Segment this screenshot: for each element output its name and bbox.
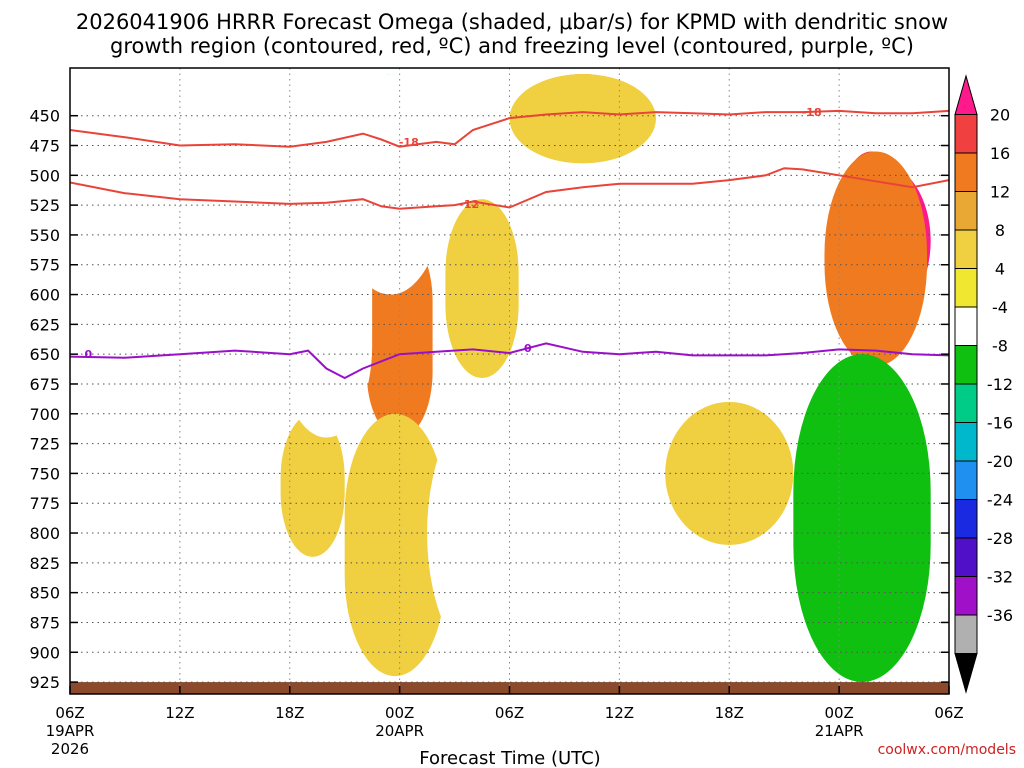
- x-tick-label: 06Z: [495, 704, 524, 722]
- x-tick-label: 00Z: [824, 704, 853, 722]
- y-tick-label: 900: [29, 643, 60, 662]
- colorbar-label: -8: [992, 337, 1008, 356]
- contour-label: 0: [84, 348, 92, 361]
- contour-label: -12: [459, 198, 479, 211]
- colorbar-label: 16: [990, 144, 1010, 163]
- omega-region: [88, 139, 107, 247]
- colorbar-swatch: [954, 576, 978, 616]
- colorbar-label: 4: [995, 260, 1005, 279]
- x-tick-label: 06Z: [55, 704, 84, 722]
- colorbar-swatch: [954, 499, 978, 539]
- contour-label: -18: [802, 106, 822, 119]
- omega-shading: [70, 73, 949, 694]
- y-tick-label: 825: [29, 554, 60, 573]
- colorbar-swatch: [954, 460, 978, 500]
- omega-region: [824, 151, 928, 367]
- x-tick-date: 19APR: [46, 722, 95, 740]
- y-tick-label: 500: [29, 166, 60, 185]
- credit-text: coolwx.com/models: [878, 742, 1016, 758]
- colorbar-label: -16: [987, 414, 1013, 433]
- colorbar-label: 12: [990, 183, 1010, 202]
- y-tick-label: 575: [29, 256, 60, 275]
- colorbar-swatch: [954, 537, 978, 577]
- x-tick-label: 18Z: [715, 704, 744, 722]
- x-tick-label: 12Z: [165, 704, 194, 722]
- colorbar-bottom-arrow: [954, 653, 978, 694]
- omega-region: [509, 73, 656, 164]
- colorbar-label: 8: [995, 221, 1005, 240]
- x-tick-label: 18Z: [275, 704, 304, 722]
- colorbar-label: -24: [987, 491, 1013, 510]
- colorbar-swatch: [954, 422, 978, 462]
- x-tick-year: 2026: [51, 740, 89, 758]
- colorbar-swatch: [954, 306, 978, 346]
- colorbar-swatch: [954, 345, 978, 385]
- y-tick-label: 550: [29, 226, 60, 245]
- colorbar: 20 16 12 8 4 -4 -8 -12 -16 -20 -24 -28 -32 -36: [954, 74, 1013, 694]
- y-tick-label: 700: [29, 405, 60, 424]
- y-tick-label: 925: [29, 673, 60, 692]
- dgz-minus18-contour: [70, 109, 949, 148]
- y-tick-label: 675: [29, 375, 60, 394]
- colorbar-label: -4: [992, 298, 1008, 317]
- colorbar-top-arrow: [954, 74, 978, 115]
- omega-region: [527, 211, 638, 390]
- colorbar-swatch: [954, 114, 978, 154]
- omega-region: [793, 354, 931, 683]
- colorbar-label: 20: [990, 106, 1010, 125]
- omega-region: [710, 139, 812, 247]
- y-tick-label: 625: [29, 315, 60, 334]
- contour-label: -18: [399, 136, 419, 149]
- contour-label: 0: [524, 342, 532, 355]
- omega-region: [280, 73, 373, 438]
- omega-region: [344, 413, 446, 677]
- colorbar-swatch: [954, 229, 978, 269]
- colorbar-swatch: [954, 383, 978, 423]
- colorbar-label: -20: [987, 452, 1013, 471]
- x-tick-label: 06Z: [934, 704, 963, 722]
- plot-area: -18 -18 -12 0 0: [69, 67, 950, 695]
- colorbar-label: -12: [987, 375, 1013, 394]
- y-tick-label: 850: [29, 584, 60, 603]
- y-tick-label: 875: [29, 613, 60, 632]
- colorbar-label: -28: [987, 529, 1013, 548]
- colorbar-swatch: [954, 152, 978, 192]
- chart-title-line1: 2026041906 HRRR Forecast Omega (shaded, …: [76, 10, 948, 34]
- omega-region: [134, 234, 153, 319]
- y-tick-label: 600: [29, 286, 60, 305]
- y-tick-label: 475: [29, 137, 60, 156]
- omega-region: [280, 413, 345, 557]
- freezing-level-contour: [70, 342, 949, 380]
- y-tick-label: 450: [29, 107, 60, 126]
- omega-region: [665, 401, 794, 545]
- omega-region: [445, 199, 519, 379]
- chart-title-line2: growth region (contoured, red, ºC) and f…: [110, 34, 914, 58]
- contours: -18 -18 -12 0 0: [70, 106, 949, 380]
- colorbar-swatch: [954, 191, 978, 231]
- grid-lines: [70, 68, 949, 694]
- x-tick-label: 12Z: [605, 704, 634, 722]
- y-tick-label: 525: [29, 196, 60, 215]
- y-tick-label: 725: [29, 435, 60, 454]
- colorbar-swatch: [954, 614, 978, 654]
- x-tick-date: 21APR: [815, 722, 864, 740]
- y-axis: 450 475 500 525 550 575 600 625 650 675 700 725 750 7…: [29, 107, 949, 692]
- x-tick-date: 20APR: [375, 722, 424, 740]
- dgz-minus12-contour: [70, 167, 949, 210]
- y-tick-label: 750: [29, 464, 60, 483]
- y-tick-label: 775: [29, 494, 60, 513]
- x-axis-label: Forecast Time (UTC): [419, 748, 600, 768]
- y-tick-label: 800: [29, 524, 60, 543]
- colorbar-label: -36: [987, 606, 1013, 625]
- y-tick-label: 650: [29, 345, 60, 364]
- colorbar-label: -32: [987, 568, 1013, 587]
- colorbar-swatch: [954, 268, 978, 308]
- x-tick-label: 00Z: [385, 704, 414, 722]
